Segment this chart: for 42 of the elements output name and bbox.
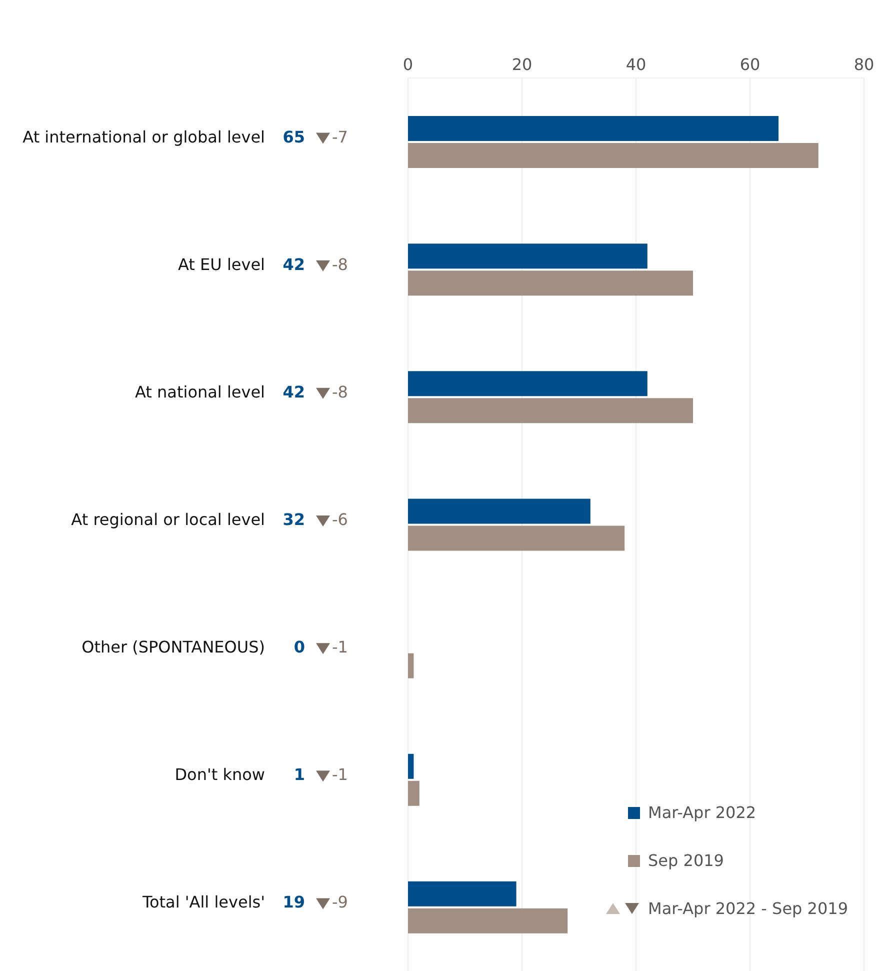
legend-label: Sep 2019 xyxy=(648,850,724,872)
bar xyxy=(408,498,590,524)
y-tick-label: Other (SPONTANEOUS) xyxy=(82,638,265,657)
data-label: 0 xyxy=(294,638,305,657)
y-tick-label: At regional or local level xyxy=(71,510,265,529)
x2-tick-label: 80 xyxy=(854,55,874,74)
y-tick-label: Don't know xyxy=(174,765,265,784)
text: -9 xyxy=(332,892,348,912)
data-label: 65 xyxy=(282,127,305,146)
data-label: 32 xyxy=(282,510,305,529)
text: -8 xyxy=(332,254,348,274)
bar xyxy=(408,398,693,424)
bar xyxy=(408,754,414,779)
y-tick-label: At international or global level xyxy=(22,127,265,146)
bar xyxy=(408,881,516,906)
bar xyxy=(408,116,778,141)
text: -7 xyxy=(332,127,348,146)
bar xyxy=(408,780,420,806)
x2-tick-label: 20 xyxy=(512,55,532,74)
data-label: 42 xyxy=(282,382,305,402)
bar xyxy=(408,244,648,269)
text: -6 xyxy=(332,510,348,529)
bar xyxy=(408,270,693,296)
text: -1 xyxy=(332,765,348,784)
text: -8 xyxy=(332,382,348,402)
text: -1 xyxy=(332,638,348,657)
annotation: Mar-Apr 2022 - Sep 2019 xyxy=(648,898,848,920)
x2-tick-label: 0 xyxy=(402,55,414,74)
data-label: 42 xyxy=(282,254,305,274)
y-tick-label: At EU level xyxy=(178,254,265,274)
bar xyxy=(408,526,625,551)
legend-label: Mar-Apr 2022 xyxy=(648,802,756,824)
bar xyxy=(408,143,818,168)
bar xyxy=(408,653,414,678)
x2-tick-label: 40 xyxy=(626,55,646,74)
y-tick-label: Total 'All levels' xyxy=(141,892,265,912)
data-label: 19 xyxy=(282,892,305,912)
x2-tick-label: 60 xyxy=(740,55,760,74)
bar xyxy=(408,908,568,934)
bar xyxy=(408,371,648,396)
y-tick-label: At national level xyxy=(135,382,265,402)
data-label: 1 xyxy=(294,765,305,784)
